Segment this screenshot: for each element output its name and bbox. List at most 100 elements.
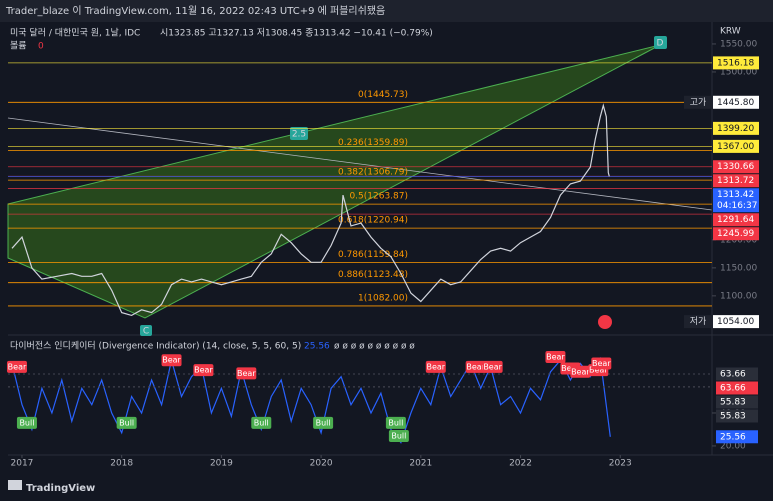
y-tick-label: 1200.00 xyxy=(720,235,757,245)
price-marker-label: 1313.72 xyxy=(717,176,754,186)
price-marker xyxy=(713,56,759,70)
volume: 0 xyxy=(38,42,44,52)
signal-label: Bear xyxy=(426,362,445,371)
tag-label: 저가 xyxy=(690,316,707,327)
signal-box xyxy=(251,416,272,429)
price-marker-label: 1245.99 xyxy=(717,229,754,239)
x-tick-label: 2023 xyxy=(609,459,632,469)
signal-box xyxy=(545,350,566,363)
signal-label: Bear xyxy=(589,366,608,375)
indicator-status: ø ø ø ø ø ø ø ø ø ø xyxy=(334,342,415,352)
x-tick-label: 2019 xyxy=(210,459,233,469)
signal-label: Bull xyxy=(391,432,406,441)
indicator-value: 25.56 xyxy=(304,342,330,352)
price-marker xyxy=(713,139,759,153)
signal-box xyxy=(6,360,27,373)
price-marker xyxy=(713,315,759,329)
point-marker xyxy=(654,36,667,49)
fib-label: 0.382(1306.79) xyxy=(338,168,408,178)
signal-box xyxy=(236,367,257,380)
price-marker xyxy=(713,227,759,241)
indicator-marker-label: 55.83 xyxy=(720,397,746,407)
price-marker-label: 1330.66 xyxy=(717,162,754,172)
trend-line xyxy=(7,117,713,211)
pattern-area xyxy=(7,44,661,319)
indicator-marker-label: 25.56 xyxy=(720,432,746,442)
signal-box xyxy=(193,364,214,377)
signal-box xyxy=(570,365,591,378)
point-label: 2.5 xyxy=(292,130,306,140)
indicator-marker xyxy=(716,381,758,395)
indicator-marker xyxy=(716,367,758,381)
signal-label: Bull xyxy=(19,418,34,427)
y-tick-label: 1150.00 xyxy=(720,263,757,273)
signal-label: Bear xyxy=(162,356,181,365)
x-tick-label: 2022 xyxy=(509,459,532,469)
price-marker-label: 1399.20 xyxy=(717,124,754,134)
point-marker xyxy=(140,325,152,336)
x-tick-label: 2018 xyxy=(110,459,133,469)
fib-label: 0.618(1220.94) xyxy=(338,216,408,226)
top-bar xyxy=(0,0,773,22)
signal-box xyxy=(425,360,446,373)
symbol-title: 미국 달러 / 대한민국 원, 1날, IDC xyxy=(10,27,140,39)
price-marker xyxy=(713,174,759,188)
signal-label: Bear xyxy=(546,352,565,361)
signal-box xyxy=(313,416,334,429)
tag-box xyxy=(684,315,712,329)
unit: KRW xyxy=(720,27,741,37)
y-tick-label: 1550.00 xyxy=(720,39,757,49)
point-label: C xyxy=(143,327,149,337)
signal-box xyxy=(116,416,137,429)
signal-label: Bear xyxy=(466,362,485,371)
x-tick-label: 2020 xyxy=(310,459,333,469)
price-marker xyxy=(713,188,759,213)
fib-label: 1(1082.00) xyxy=(358,293,408,303)
x-tick-label: 2021 xyxy=(409,459,432,469)
signal-label: Bull xyxy=(119,418,134,427)
price-marker xyxy=(713,95,759,109)
tag-label: 고가 xyxy=(690,97,707,108)
logo xyxy=(8,480,22,490)
signal-box xyxy=(161,354,182,367)
header: Trader_blaze 이 TradingView.com, 11월 16, … xyxy=(5,5,385,17)
indicator-marker-label: 63.66 xyxy=(720,369,746,379)
signal-label: Bear xyxy=(194,366,213,375)
point-marker xyxy=(290,127,308,140)
price-marker-label: 1367.00 xyxy=(717,142,754,152)
signal-box xyxy=(385,416,406,429)
indicator-marker-label: 55.83 xyxy=(720,411,746,421)
indicator-marker xyxy=(716,395,758,409)
signal-box xyxy=(591,357,612,370)
indicator-marker xyxy=(716,430,758,444)
indicator-line xyxy=(11,356,611,444)
signal-box xyxy=(388,430,409,443)
fib-label: 0(1445.73) xyxy=(358,90,408,100)
x-tick-label: 2017 xyxy=(11,459,34,469)
y-tick-label: 1500.00 xyxy=(720,67,757,77)
price-marker-time: 04:16:37 xyxy=(717,201,757,211)
price-marker-label: 1291.64 xyxy=(717,215,754,225)
signal-box xyxy=(465,360,486,373)
price-marker xyxy=(713,121,759,135)
price-marker xyxy=(713,213,759,227)
signal-box xyxy=(482,360,503,373)
tag-box xyxy=(684,95,712,109)
fib-label: 0.886(1123.48) xyxy=(338,270,408,280)
price-marker-label: 1313.42 xyxy=(717,190,754,200)
price-line xyxy=(11,103,610,317)
signal-label: Bear xyxy=(571,367,590,376)
y-tick-label: 1100.00 xyxy=(720,291,757,301)
signal-label: Bull xyxy=(388,418,403,427)
fib-label: 0.5(1263.87) xyxy=(349,192,408,202)
signal-label: Bear xyxy=(8,362,27,371)
indicator-marker xyxy=(716,409,758,423)
signal-label: Bull xyxy=(316,418,331,427)
fib-label: 0.786(1159.84) xyxy=(338,250,408,260)
signal-label: Bear xyxy=(483,362,502,371)
ohlc: 시1323.85 고1327.13 저1308.45 종1313.42 −10.… xyxy=(160,28,433,39)
y-tick-label: 20.00 xyxy=(720,441,746,451)
fib-label: 0.236(1359.89) xyxy=(338,138,408,148)
